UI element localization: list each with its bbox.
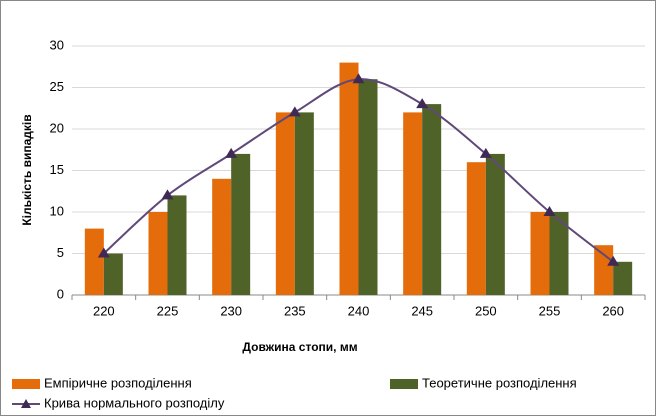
x-tick-label: 240 xyxy=(348,303,370,318)
x-tick-label: 260 xyxy=(602,303,624,318)
legend-marker xyxy=(21,399,31,408)
bar xyxy=(294,112,314,296)
marker xyxy=(225,147,238,158)
marker xyxy=(479,147,492,158)
y-axis-label: Кількість випадків xyxy=(20,114,34,225)
x-tick-label: 225 xyxy=(157,303,179,318)
x-tick-label: 235 xyxy=(284,303,306,318)
y-tick-label: 10 xyxy=(50,203,64,218)
x-tick-label: 255 xyxy=(539,303,561,318)
bar xyxy=(466,162,486,295)
y-tick-label: 15 xyxy=(50,162,64,177)
bar xyxy=(594,245,614,295)
bar xyxy=(167,195,187,295)
y-tick-label: 30 xyxy=(50,37,64,52)
bar xyxy=(148,212,168,295)
bar xyxy=(339,62,359,295)
bar xyxy=(358,79,378,295)
marker xyxy=(543,206,556,216)
x-tick-label: 250 xyxy=(475,303,497,318)
legend-swatch xyxy=(390,379,418,389)
legend-swatch xyxy=(12,379,40,389)
bar xyxy=(275,112,295,296)
bar xyxy=(231,153,251,295)
x-tick-label: 230 xyxy=(220,303,242,318)
x-tick-label: 245 xyxy=(411,303,433,318)
bar xyxy=(212,178,232,295)
x-axis-label: Довжина стопи, мм xyxy=(242,340,357,354)
marker xyxy=(416,98,429,109)
marker xyxy=(352,73,365,84)
legend-label: Емпіричне розподілення xyxy=(44,375,192,390)
y-tick-label: 20 xyxy=(50,120,64,135)
bar xyxy=(530,212,550,295)
bar xyxy=(613,261,633,295)
marker xyxy=(288,106,301,117)
marker xyxy=(97,247,110,258)
y-tick-label: 5 xyxy=(57,245,64,260)
legend-label: Крива нормального розподілу xyxy=(44,395,225,410)
bar xyxy=(422,104,442,295)
marker xyxy=(607,255,620,266)
bar xyxy=(485,153,505,295)
bar xyxy=(103,253,123,295)
bar xyxy=(84,228,104,295)
bar xyxy=(403,112,423,296)
y-tick-label: 0 xyxy=(57,286,64,301)
legend-label: Теоретичне розподілення xyxy=(422,375,577,390)
x-tick-label: 220 xyxy=(93,303,115,318)
y-tick-label: 25 xyxy=(50,79,64,94)
bar xyxy=(549,212,569,295)
marker xyxy=(161,189,174,200)
